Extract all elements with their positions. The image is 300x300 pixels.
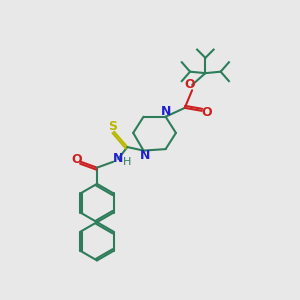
Text: N: N: [113, 152, 123, 165]
Text: S: S: [108, 120, 117, 133]
Text: O: O: [202, 106, 212, 119]
Text: H: H: [123, 157, 131, 167]
Text: O: O: [184, 78, 195, 92]
Text: N: N: [140, 149, 150, 162]
Text: N: N: [161, 105, 171, 118]
Text: O: O: [72, 153, 82, 166]
